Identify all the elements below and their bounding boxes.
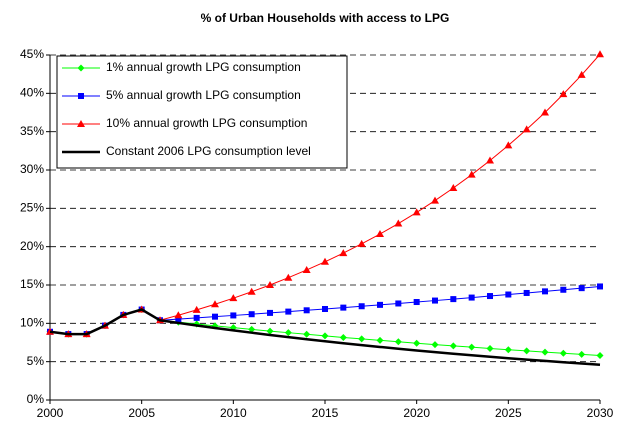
x-tick-label: 2000 (37, 406, 64, 420)
marker-triangle (376, 230, 384, 238)
marker-triangle (211, 300, 219, 308)
marker-square (413, 299, 420, 306)
marker-square (248, 311, 255, 318)
marker-diamond (303, 330, 311, 338)
marker-triangle (394, 219, 403, 227)
marker-diamond (449, 342, 457, 350)
marker-square (505, 291, 512, 298)
y-tick-label: 20% (20, 239, 44, 253)
marker-triangle (449, 184, 458, 192)
marker-triangle (192, 305, 201, 313)
marker-triangle (357, 239, 366, 247)
marker-square (267, 309, 273, 316)
marker-square (468, 294, 475, 301)
marker-triangle (431, 196, 439, 204)
marker-diamond (431, 341, 439, 349)
marker-diamond (339, 333, 347, 341)
y-tick-label: 5% (27, 354, 45, 368)
y-tick-label: 15% (20, 277, 44, 291)
x-tick-label: 2005 (128, 406, 155, 420)
marker-diamond (541, 348, 549, 356)
x-tick-label: 2015 (312, 406, 339, 420)
marker-square (542, 288, 548, 295)
y-tick-label: 10% (20, 316, 44, 330)
marker-square (78, 93, 84, 99)
series-line (49, 308, 601, 366)
marker-diamond (559, 349, 567, 357)
marker-square (487, 293, 493, 300)
marker-triangle (559, 90, 568, 98)
marker-triangle (302, 265, 311, 273)
marker-square (450, 296, 457, 303)
marker-diamond (468, 343, 476, 351)
marker-diamond (284, 329, 292, 337)
marker-square (597, 283, 603, 290)
x-tick-label: 2025 (495, 406, 522, 420)
marker-diamond (596, 351, 604, 359)
legend-label: 1% annual growth LPG consumption (106, 60, 301, 74)
marker-square (395, 300, 402, 307)
x-tick-label: 2010 (220, 406, 247, 420)
marker-triangle (266, 281, 274, 288)
marker-square (523, 289, 530, 296)
marker-triangle (504, 141, 513, 149)
marker-square (175, 316, 182, 323)
y-tick-label: 30% (20, 162, 44, 176)
marker-square (432, 297, 438, 304)
marker-diamond (413, 339, 421, 347)
marker-square (322, 305, 328, 312)
marker-diamond (376, 336, 384, 344)
marker-square (358, 303, 365, 310)
marker-triangle (577, 70, 586, 78)
marker-diamond (486, 344, 494, 352)
y-tick-label: 45% (20, 47, 44, 61)
marker-triangle (77, 120, 85, 127)
marker-square (285, 308, 292, 315)
marker-diamond (77, 64, 85, 72)
y-tick-label: 35% (20, 124, 44, 138)
marker-diamond (578, 350, 586, 358)
marker-diamond (266, 327, 274, 335)
marker-triangle (541, 108, 549, 116)
marker-triangle (522, 125, 531, 133)
marker-triangle (174, 311, 183, 319)
marker-square (340, 304, 347, 311)
marker-square (230, 312, 237, 319)
marker-square (303, 307, 310, 314)
marker-triangle (284, 273, 293, 281)
marker-diamond (394, 338, 402, 346)
marker-square (377, 301, 383, 308)
x-tick-label: 2020 (403, 406, 430, 420)
marker-triangle (596, 50, 604, 58)
marker-square (193, 314, 200, 321)
marker-square (560, 286, 567, 293)
marker-diamond (358, 335, 366, 343)
marker-triangle (247, 287, 256, 295)
y-tick-label: 25% (20, 201, 44, 215)
marker-triangle (321, 257, 329, 265)
chart-title: % of Urban Households with access to LPG (201, 11, 450, 25)
marker-diamond (321, 332, 329, 340)
marker-triangle (467, 170, 476, 178)
marker-square (578, 285, 585, 292)
legend-label: 5% annual growth LPG consumption (106, 88, 301, 102)
y-tick-label: 0% (27, 392, 45, 406)
marker-diamond (523, 347, 531, 355)
legend-box (56, 55, 348, 169)
marker-triangle (412, 208, 421, 216)
y-tick-label: 40% (20, 86, 44, 100)
marker-triangle (486, 156, 494, 164)
marker-diamond (248, 325, 256, 333)
marker-triangle (339, 249, 348, 257)
legend-label: 10% annual growth LPG consumption (106, 116, 307, 130)
marker-square (212, 313, 218, 320)
marker-diamond (504, 346, 512, 354)
legend-label: Constant 2006 LPG consumption level (106, 144, 311, 158)
marker-triangle (229, 294, 238, 302)
x-tick-label: 2030 (587, 406, 614, 420)
